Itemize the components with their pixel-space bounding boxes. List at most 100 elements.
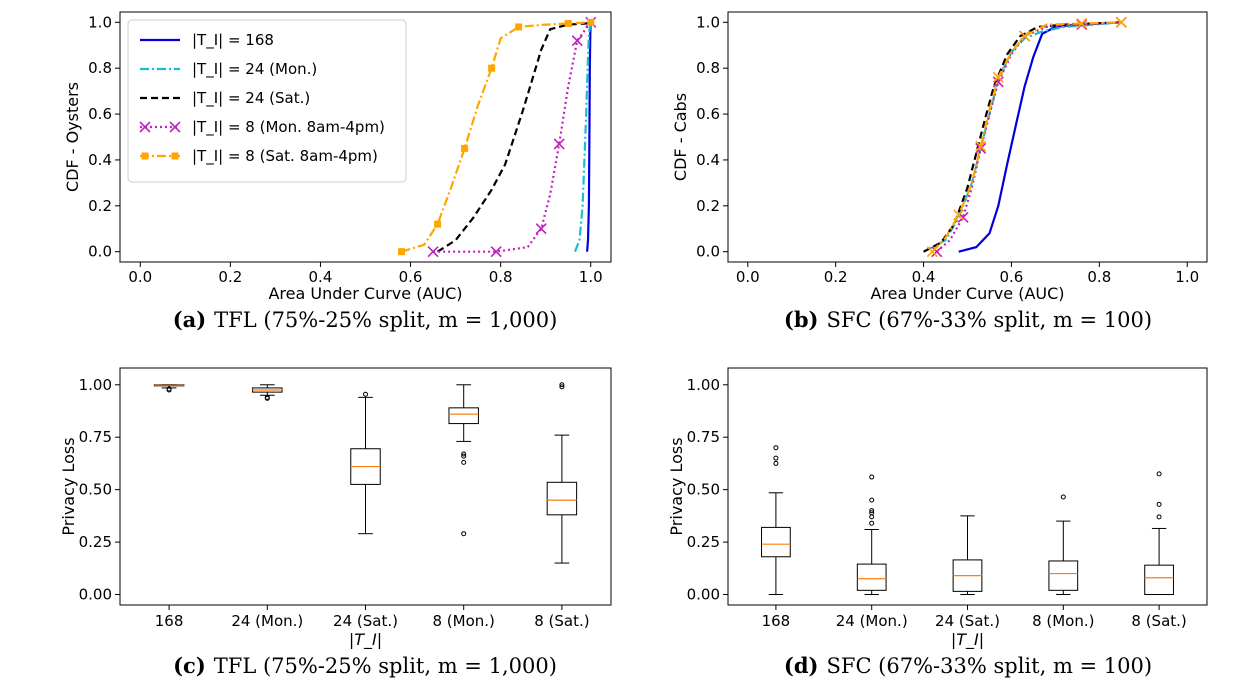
- series-line-0: [586, 22, 592, 252]
- x-tick-label: 8 (Sat.): [534, 612, 589, 630]
- legend-marker: [169, 121, 181, 133]
- data-point: [427, 246, 439, 258]
- y-tick-label: 0.00: [79, 586, 112, 604]
- data-point: [488, 64, 496, 72]
- outlier-point: [559, 384, 565, 390]
- outlier-point: [166, 387, 172, 393]
- outlier-point: [869, 474, 875, 480]
- y-tick-label: 0.4: [696, 151, 720, 169]
- caption-a: (a) TFL (75%-25% split, m = 1,000): [173, 307, 558, 332]
- outlier-point: [869, 520, 875, 526]
- data-point: [953, 209, 965, 221]
- data-point: [434, 220, 442, 228]
- series-line-4: [401, 21, 591, 253]
- y-tick-label: 0.00: [687, 586, 720, 604]
- data-point: [1115, 16, 1127, 28]
- y-tick-label: 0.6: [88, 105, 112, 123]
- x-tick-label: 0.2: [824, 268, 848, 286]
- x-tick-label: 0.4: [912, 268, 936, 286]
- data-point: [931, 246, 943, 258]
- y-tick-label: 0.8: [88, 59, 112, 77]
- x-tick-label: 0.2: [218, 268, 242, 286]
- y-tick-label: 1.0: [88, 13, 112, 31]
- panel-a: 0.0 0.2 0.4 0.6 0.8 1.0 0.0 0.2 0.4 0.6 0.8 1.0 Area…: [63, 11, 612, 303]
- plot-frame: [727, 367, 1208, 606]
- caption-text: TFL (75%-25% split, m = 1,000): [214, 308, 557, 332]
- series-line-0: [958, 21, 1122, 253]
- panel-c: 168 24 (Mon.) 24 (Sat.) 8 (Mon.) 8 (Sat.) 0.0…: [59, 367, 612, 650]
- series-line-3: [433, 21, 592, 253]
- outlier-point: [461, 459, 467, 465]
- box: [1144, 564, 1174, 596]
- x-tick-label: 0.8: [489, 268, 513, 286]
- data-point: [992, 76, 1004, 88]
- data-point: [975, 140, 987, 152]
- panel-d: 168 24 (Mon.) 24 (Sat.) 8 (Mon.) 8 (Sat.) 0.0…: [667, 367, 1208, 650]
- data-point: [571, 35, 583, 47]
- y-tick-label: 0.75: [79, 428, 112, 446]
- x-tick-label: 24 (Sat.): [333, 612, 398, 630]
- data-point: [992, 71, 1004, 83]
- outlier-point: [869, 514, 875, 520]
- y-tick-label: 0.2: [696, 197, 720, 215]
- plot-frame: [119, 11, 612, 263]
- x-tick-label: 24 (Mon.): [231, 612, 303, 630]
- y-axis-label: Privacy Loss: [59, 437, 78, 535]
- series-line-2: [437, 21, 591, 253]
- outlier-point: [773, 445, 779, 451]
- series-line-2: [923, 21, 1122, 253]
- outlier-point: [1060, 494, 1066, 500]
- data-point: [1076, 19, 1088, 31]
- x-tick-label: 168: [155, 612, 184, 630]
- outlier-point: [461, 451, 467, 457]
- box: [546, 481, 578, 516]
- data-point: [564, 19, 572, 27]
- y-axis-label: CDF - Cabs: [671, 93, 690, 181]
- x-tick-label: 0.6: [399, 268, 423, 286]
- x-tick-label: 0.8: [1087, 268, 1111, 286]
- series-line-4: [931, 21, 1122, 253]
- x-axis-label: Area Under Curve (AUC): [870, 284, 1064, 303]
- box: [761, 526, 791, 558]
- y-tick-label: 0.0: [696, 243, 720, 261]
- caption-label: (b): [784, 307, 819, 332]
- caption-label: (c): [173, 653, 206, 678]
- x-tick-label: 8 (Mon.): [1032, 612, 1094, 630]
- outlier-point: [1156, 501, 1162, 507]
- x-tick-label: 0.6: [1000, 268, 1024, 286]
- outlier-point: [1156, 471, 1162, 477]
- y-axis-label: CDF - Oysters: [63, 82, 82, 192]
- x-tick-label: 24 (Sat.): [935, 612, 1000, 630]
- x-tick-label: 8 (Mon.): [432, 612, 494, 630]
- legend-marker: [141, 152, 149, 160]
- y-tick-label: 0.75: [687, 428, 720, 446]
- x-axis-label: |T_I|: [951, 630, 984, 650]
- box: [1048, 560, 1079, 591]
- legend-entry-4: |T_I| = 8 (Sat. 8am-4pm): [192, 147, 378, 166]
- caption-text: SFC (67%-33% split, m = 100): [826, 308, 1152, 332]
- outlier-point: [363, 391, 368, 397]
- y-tick-label: 0.6: [696, 105, 720, 123]
- x-tick-label: 1.0: [1175, 268, 1199, 286]
- outlier-point: [559, 382, 565, 388]
- legend-entry-2: |T_I| = 24 (Sat.): [192, 89, 310, 108]
- caption-text: TFL (75%-25% split, m = 1,000): [214, 654, 557, 678]
- x-tick-label: 1.0: [579, 268, 603, 286]
- x-tick-label: 0.0: [128, 268, 152, 286]
- data-point: [490, 246, 502, 258]
- legend-entry-3: |T_I| = 8 (Mon. 8am-4pm): [192, 118, 385, 137]
- y-tick-label: 0.0: [88, 243, 112, 261]
- series-line-3: [935, 21, 1122, 253]
- caption-d: (d) SFC (67%-33% split, m = 100): [784, 653, 1152, 678]
- y-tick-label: 1.00: [79, 376, 112, 394]
- y-tick-label: 1.0: [696, 13, 720, 31]
- data-point: [587, 18, 595, 26]
- outlier-point: [773, 460, 779, 466]
- outlier-point: [264, 395, 270, 401]
- y-tick-label: 1.00: [687, 376, 720, 394]
- data-point: [1019, 30, 1031, 42]
- x-axis-label: Area Under Curve (AUC): [268, 284, 462, 303]
- data-point: [461, 144, 469, 152]
- data-point: [515, 23, 523, 31]
- outlier-point: [869, 510, 875, 516]
